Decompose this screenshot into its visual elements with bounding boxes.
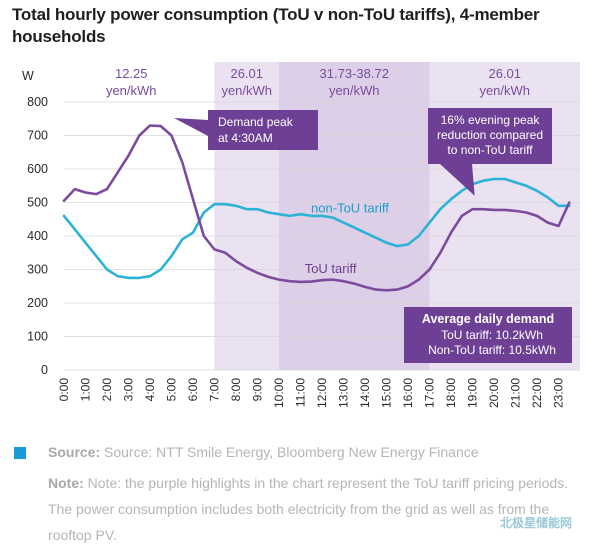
x-tick-label: 17:00: [423, 378, 437, 408]
price-band-unit-2: yen/kWh: [329, 83, 380, 98]
x-tick-label: 19:00: [466, 378, 480, 408]
watermark: 北极星储能网: [500, 516, 573, 530]
series-label-non-tou: non-ToU tariff: [311, 201, 389, 216]
x-tick-label: 16:00: [401, 378, 415, 408]
y-tick-label: 600: [27, 162, 48, 176]
x-tick-label: 6:00: [186, 378, 200, 402]
x-tick-label: 22:00: [530, 378, 544, 408]
y-tick-label: 100: [27, 330, 48, 344]
y-tick-label: 400: [27, 229, 48, 243]
annotation-peak-line: at 4:30AM: [218, 131, 273, 145]
source-body: Source: NTT Smile Energy, Bloomberg New …: [100, 444, 479, 460]
average-demand-line: Non-ToU tariff: 10.5kWh: [428, 343, 556, 357]
x-tick-label: 2:00: [100, 378, 114, 402]
x-tick-label: 1:00: [79, 378, 93, 402]
x-tick-label: 4:00: [143, 378, 157, 402]
annotation-reduction-line: 16% evening peak: [441, 113, 541, 127]
y-tick-label: 200: [27, 296, 48, 310]
source-label: Source:: [48, 444, 101, 460]
price-band-label-0: 12.25: [115, 66, 148, 81]
source-color-square: [14, 447, 26, 459]
x-tick-label: 11:00: [294, 378, 308, 407]
x-tick-label: 23:00: [552, 378, 566, 408]
annotation-reduction-line: to non-ToU tariff: [447, 143, 533, 157]
x-tick-label: 7:00: [208, 378, 222, 402]
series-label-tou: ToU tariff: [305, 261, 357, 276]
price-band-0: [64, 62, 215, 370]
x-tick-label: 5:00: [165, 378, 179, 402]
annotation-peak-line: Demand peak: [218, 115, 294, 129]
y-axis-unit: W: [22, 69, 34, 83]
chart: 12.25 yen/kWh 26.01 yen/kWh 31.73-38.72 yen/k…: [22, 62, 580, 408]
price-band-1: [214, 62, 279, 370]
x-tick-label: 3:00: [122, 378, 136, 402]
x-tick-label: 0:00: [57, 378, 71, 402]
note-body: Note: the purple highlights in the chart…: [48, 475, 569, 543]
x-tick-label: 10:00: [272, 378, 286, 408]
series-line-0: [62, 177, 571, 280]
chart-title: Total hourly power consumption (ToU v no…: [12, 5, 540, 46]
price-band-label-2: 31.73-38.72: [320, 66, 389, 81]
average-demand-line: ToU tariff: 10.2kWh: [441, 328, 543, 342]
y-tick-label: 700: [27, 129, 48, 143]
annotation-box-peak: [208, 110, 318, 150]
annotation-box-reduction: [428, 108, 552, 164]
annotation-reduction-line: reduction compared: [437, 128, 543, 142]
series-line-1: [62, 124, 571, 292]
x-tick-label: 21:00: [509, 378, 523, 408]
annotation-pointer-reduction: [440, 164, 475, 196]
y-tick-label: 300: [27, 263, 48, 277]
x-tick-label: 20:00: [487, 378, 501, 408]
x-tick-label: 14:00: [358, 378, 372, 408]
x-tick-label: 18:00: [444, 378, 458, 408]
price-band-unit-0: yen/kWh: [106, 83, 157, 98]
average-demand-title: Average daily demand: [422, 312, 554, 326]
note-label: Note:: [48, 475, 84, 491]
source-text: Source: Source: NTT Smile Energy, Bloomb…: [48, 442, 479, 462]
x-tick-label: 12:00: [315, 378, 329, 408]
x-tick-label: 9:00: [251, 378, 265, 402]
x-tick-label: 15:00: [380, 378, 394, 408]
y-tick-label: 500: [27, 196, 48, 210]
y-tick-label: 0: [41, 363, 48, 377]
x-tick-label: 13:00: [337, 378, 351, 408]
price-band-unit-3: yen/kWh: [479, 83, 530, 98]
y-tick-label: 800: [27, 95, 48, 109]
price-band-label-3: 26.01: [488, 66, 521, 81]
x-tick-label: 8:00: [229, 378, 243, 402]
annotation-pointer-peak: [174, 118, 208, 136]
note-text: Note: Note: the purple highlights in the…: [48, 470, 588, 548]
price-band-unit-1: yen/kWh: [221, 83, 272, 98]
average-demand-box: [404, 307, 572, 363]
price-band-label-1: 26.01: [230, 66, 263, 81]
